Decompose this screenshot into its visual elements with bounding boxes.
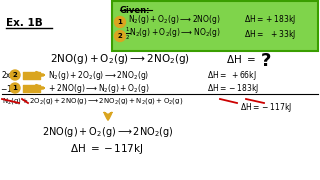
- Text: $\mathrm{+\ 2NO(g) \longrightarrow N_2(g) + O_2(g)}$: $\mathrm{+\ 2NO(g) \longrightarrow N_2(g…: [48, 82, 149, 94]
- Text: $\mathrm{\Delta H = +183kJ}$: $\mathrm{\Delta H = +183kJ}$: [244, 12, 296, 26]
- Text: $\mathrm{-1x}$: $\mathrm{-1x}$: [0, 82, 18, 93]
- Text: Given:: Given:: [120, 6, 150, 15]
- Text: $\mathrm{\Delta H =\ +66kJ}$: $\mathrm{\Delta H =\ +66kJ}$: [207, 69, 257, 82]
- Text: 2x: 2x: [2, 71, 11, 80]
- Text: $\mathrm{\Delta H = -183kJ}$: $\mathrm{\Delta H = -183kJ}$: [207, 82, 259, 94]
- Circle shape: [10, 70, 20, 80]
- Text: $\mathrm{\Delta H\ = -117kJ}$: $\mathrm{\Delta H\ = -117kJ}$: [70, 142, 144, 156]
- Text: ?: ?: [261, 52, 271, 70]
- Text: 1: 1: [12, 85, 17, 91]
- Text: $\mathrm{\frac{1}{2}N_2(g) + O_2(g) \longrightarrow NO_2(g)}$: $\mathrm{\frac{1}{2}N_2(g) + O_2(g) \lon…: [125, 26, 221, 42]
- Text: 2: 2: [12, 72, 17, 78]
- Text: Ex. 1B: Ex. 1B: [6, 18, 43, 28]
- Text: $\mathrm{\Delta H = -117kJ}$: $\mathrm{\Delta H = -117kJ}$: [240, 100, 292, 114]
- Text: $\mathrm{\Delta H =\ \ +33kJ}$: $\mathrm{\Delta H =\ \ +33kJ}$: [244, 28, 296, 40]
- Text: $\mathrm{N_2(g) + 2O_2(g) + 2NO(g) \longrightarrow 2NO_2(g) + N_2(g) + O_2(g)}$: $\mathrm{N_2(g) + 2O_2(g) + 2NO(g) \long…: [2, 96, 183, 106]
- Text: $\mathrm{N_2(g) + O_2(g) \longrightarrow 2NO(g)}$: $\mathrm{N_2(g) + O_2(g) \longrightarrow…: [128, 12, 221, 26]
- Circle shape: [115, 17, 125, 28]
- FancyBboxPatch shape: [112, 1, 318, 51]
- Text: $\mathrm{N_2(g) + 2O_2(g) \longrightarrow 2NO_2(g)}$: $\mathrm{N_2(g) + 2O_2(g) \longrightarro…: [48, 69, 149, 82]
- Circle shape: [115, 30, 125, 42]
- Text: 2: 2: [118, 33, 122, 39]
- Text: $\mathrm{\Delta H\ =}$: $\mathrm{\Delta H\ =}$: [226, 53, 256, 65]
- Text: $\mathrm{2NO(g) + O_2(g) \longrightarrow 2NO_2(g)}$: $\mathrm{2NO(g) + O_2(g) \longrightarrow…: [42, 125, 174, 139]
- Circle shape: [10, 83, 20, 93]
- Text: 1: 1: [117, 19, 123, 25]
- Text: $\mathrm{2NO(g) + O_2(g) \longrightarrow 2NO_2(g)}$: $\mathrm{2NO(g) + O_2(g) \longrightarrow…: [50, 52, 190, 66]
